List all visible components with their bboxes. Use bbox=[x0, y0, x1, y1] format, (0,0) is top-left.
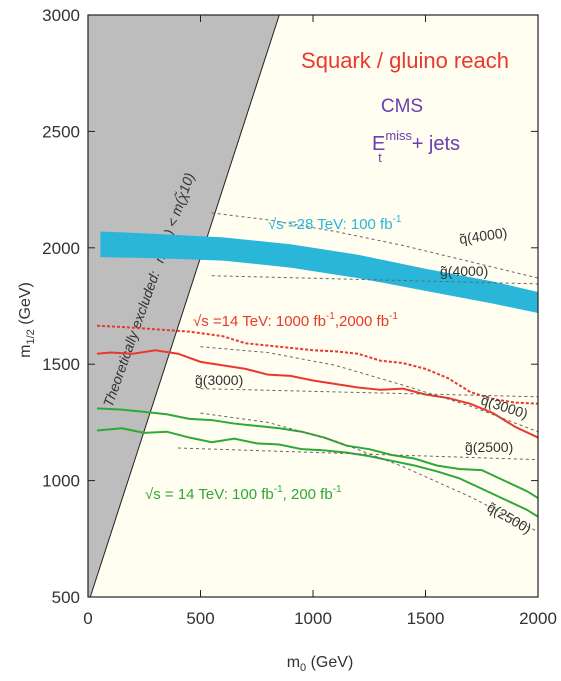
annotation-gluino-2500: g̃(2500) bbox=[465, 439, 513, 455]
series-6-g-4000 bbox=[211, 275, 538, 285]
y-axis-label: m1/2 (GeV) bbox=[17, 282, 37, 358]
y-tick-label-2500: 2500 bbox=[42, 122, 80, 141]
series-8-q-3000 bbox=[200, 346, 538, 433]
y-tick-label-2000: 2000 bbox=[42, 239, 80, 258]
annotation-14tev-low-lumi: √s = 14 TeV: 100 fb-1, 200 fb-1 bbox=[145, 484, 342, 503]
series-3-s-14-tev-100-fb-1 bbox=[96, 427, 538, 518]
y-tick-label-1500: 1500 bbox=[42, 355, 80, 374]
x-tick-label-2000: 2000 bbox=[519, 609, 557, 628]
channel-label: Emiss t+ jets bbox=[372, 128, 460, 165]
x-tick-label-1000: 1000 bbox=[294, 609, 332, 628]
series-2-s-14-tev-2000-fb-1 bbox=[96, 324, 538, 405]
x-tick-label-1500: 1500 bbox=[407, 609, 445, 628]
x-axis-label: m0 (GeV) bbox=[287, 654, 354, 674]
series-7-g-3000 bbox=[200, 388, 538, 398]
annotation-gluino-3000: g̃(3000) bbox=[195, 372, 243, 388]
series-9-g-2500 bbox=[177, 447, 538, 461]
y-tick-label-1000: 1000 bbox=[42, 472, 80, 491]
excluded-region bbox=[88, 15, 280, 597]
annotation-14tev-high-lumi: √s =14 TeV: 1000 fb-1,2000 fb-1 bbox=[193, 311, 398, 330]
series-1-s-14-tev-1000-fb-1 bbox=[96, 349, 538, 439]
annotation-28tev: √s =28 TeV: 100 fb-1 bbox=[268, 214, 402, 233]
chart-title: Squark / gluino reach bbox=[301, 48, 509, 73]
annotation-gluino-4000: g̃(4000) bbox=[440, 263, 488, 279]
series-0-s-28-tev-100-fb-1 bbox=[100, 231, 538, 313]
annotation-squark-4000: q̃(4000) bbox=[458, 224, 508, 247]
x-tick-label-500: 500 bbox=[186, 609, 214, 628]
y-tick-label-500: 500 bbox=[52, 588, 80, 607]
series-10-q-2500 bbox=[200, 412, 538, 533]
x-tick-label-0: 0 bbox=[83, 609, 92, 628]
y-tick-label-3000: 3000 bbox=[42, 6, 80, 25]
experiment-name: CMS bbox=[381, 96, 423, 117]
series-layer bbox=[96, 212, 538, 533]
